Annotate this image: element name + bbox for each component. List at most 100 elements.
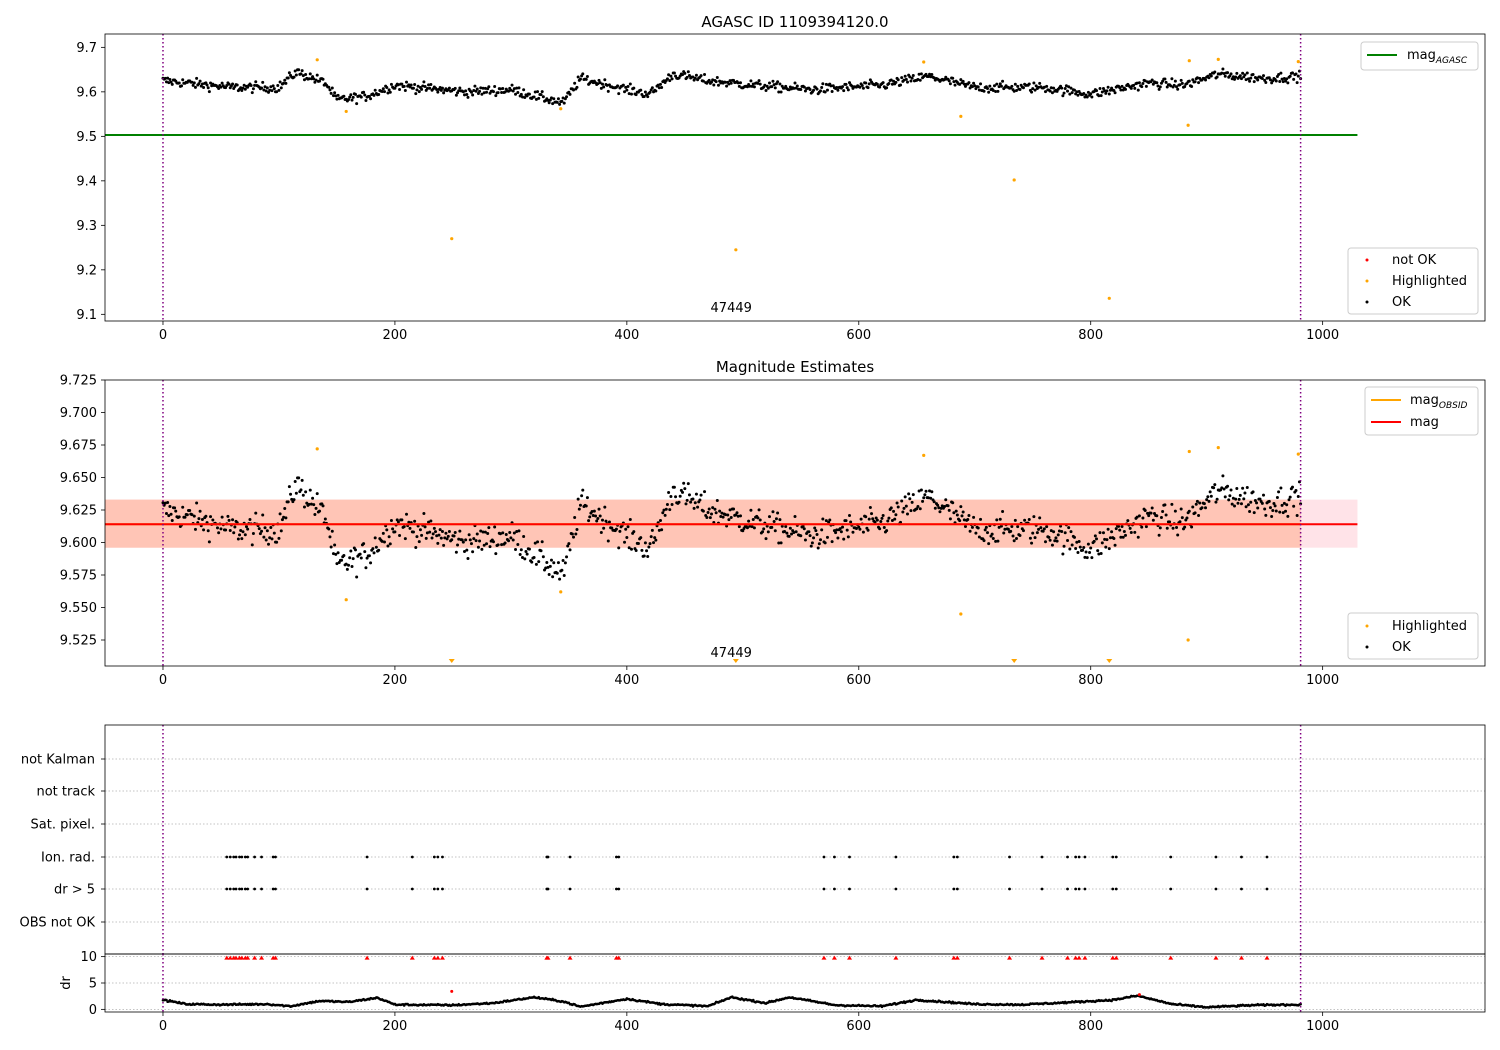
ok-point: [703, 72, 707, 76]
ok-point: [284, 81, 288, 85]
ok-point: [764, 89, 768, 93]
ok-point: [584, 77, 588, 81]
ok-point: [414, 92, 418, 96]
ok-point: [1061, 94, 1065, 98]
ok-point: [170, 82, 174, 86]
ok-point: [464, 89, 468, 93]
dr-over-range-marker: [252, 955, 258, 960]
flag-point: [228, 887, 232, 891]
ok-point: [982, 539, 986, 543]
ok-point: [328, 88, 332, 92]
ok-point: [1207, 499, 1211, 503]
ok-point: [835, 528, 839, 532]
ok-point: [783, 529, 787, 533]
flag-point: [260, 887, 263, 891]
ok-point: [838, 527, 842, 531]
ok-point: [1233, 504, 1237, 508]
ok-point: [462, 549, 466, 553]
ok-point: [377, 548, 381, 552]
ok-point: [1175, 85, 1179, 89]
dr-over-range-marker: [1168, 955, 1174, 960]
ok-point: [240, 537, 244, 541]
ok-point: [711, 506, 715, 510]
ok-point: [932, 76, 936, 80]
ok-point: [453, 86, 457, 90]
ok-point: [458, 529, 462, 533]
ok-point: [951, 501, 955, 505]
legend-mag-obsid-text: mag: [1410, 393, 1439, 408]
ok-point: [520, 556, 524, 560]
ok-point: [396, 83, 400, 87]
ok-point: [524, 549, 528, 553]
ok-point: [494, 94, 498, 98]
flag-point: [617, 855, 621, 859]
ok-point: [1251, 73, 1255, 77]
ok-point: [1031, 531, 1035, 535]
ok-point: [334, 94, 338, 98]
ok-point: [335, 562, 339, 566]
ok-point: [329, 545, 333, 549]
ok-point: [1136, 535, 1140, 539]
ok-point: [1209, 74, 1213, 78]
ok-point: [903, 495, 907, 499]
panel-mag-estimates-axes: 0 200 400 600 800 10009.5259.5509.5759.6009.6…: [60, 374, 1339, 689]
ok-point: [718, 509, 722, 513]
ok-point: [435, 534, 439, 538]
ok-point: [479, 86, 483, 90]
ok-point: [507, 89, 511, 93]
ok-point: [1136, 88, 1140, 92]
ok-point: [793, 81, 797, 85]
ok-point: [532, 555, 536, 559]
flag-point: [232, 855, 236, 859]
ok-point: [250, 543, 254, 547]
ok-point: [842, 537, 846, 541]
ok-point: [1280, 503, 1284, 507]
ok-point: [510, 83, 514, 87]
ok-point: [428, 530, 432, 534]
flag-point: [1083, 855, 1087, 859]
ok-point: [901, 510, 905, 514]
ok-point: [1241, 486, 1245, 490]
flag-point: [617, 887, 621, 891]
ok-point: [1038, 81, 1042, 85]
ok-point: [556, 561, 560, 565]
ok-point: [292, 498, 296, 502]
ok-point: [429, 519, 433, 523]
ok-point: [388, 542, 392, 546]
ok-point: [710, 80, 714, 84]
panel-agasc-xtick-label: 400: [614, 328, 639, 343]
ok-point: [1053, 539, 1057, 543]
ok-point: [1043, 90, 1047, 94]
ok-point: [168, 505, 172, 509]
ok-point: [758, 82, 762, 86]
ok-point: [606, 539, 610, 543]
ok-point: [1074, 547, 1078, 551]
ok-point: [1107, 92, 1111, 96]
ok-point: [792, 86, 796, 90]
ok-point: [1223, 74, 1227, 78]
ok-point: [1049, 529, 1053, 533]
ok-point: [479, 529, 483, 533]
ok-point: [714, 511, 718, 515]
ok-point: [595, 519, 599, 523]
ok-point: [994, 89, 998, 93]
ok-point: [932, 500, 936, 504]
ok-point: [254, 80, 258, 84]
ok-point: [878, 85, 882, 89]
ok-point: [299, 72, 303, 76]
highlighted-point: [559, 107, 563, 111]
highlighted-point: [922, 60, 926, 64]
flag-point: [568, 887, 572, 891]
ok-point: [696, 505, 700, 509]
ok-point: [393, 530, 397, 534]
ok-point: [991, 537, 995, 541]
ok-point: [693, 501, 697, 505]
ok-point: [1245, 71, 1249, 75]
ok-point: [590, 509, 594, 513]
ok-point: [422, 511, 426, 515]
panel-dr-xtick-label: 600: [846, 1019, 871, 1034]
legend-highlighted-swatch: [1365, 279, 1369, 283]
ok-point: [471, 550, 475, 554]
ok-point: [311, 75, 315, 79]
ok-point: [1187, 509, 1191, 513]
